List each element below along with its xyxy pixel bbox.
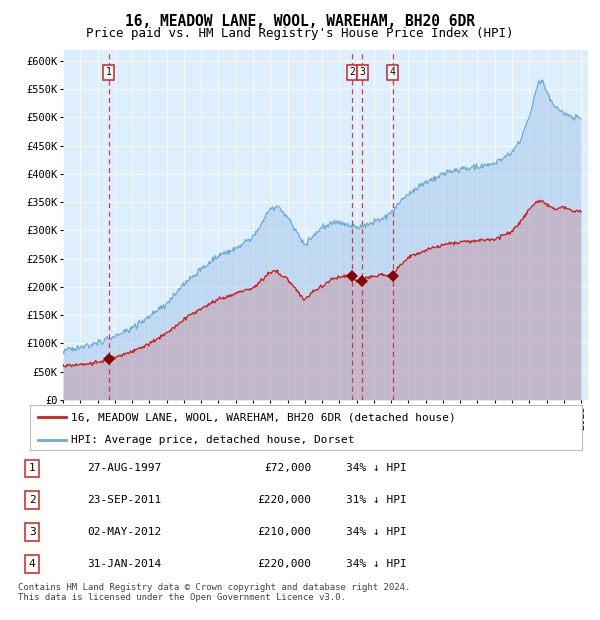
Text: 2: 2 [29, 495, 35, 505]
Text: 4: 4 [29, 559, 35, 569]
Text: 02-MAY-2012: 02-MAY-2012 [87, 527, 161, 537]
Text: 34% ↓ HPI: 34% ↓ HPI [346, 464, 407, 474]
Text: 2: 2 [349, 68, 355, 78]
Text: 3: 3 [359, 68, 365, 78]
Text: 34% ↓ HPI: 34% ↓ HPI [346, 559, 407, 569]
Text: 23-SEP-2011: 23-SEP-2011 [87, 495, 161, 505]
Text: 3: 3 [29, 527, 35, 537]
Text: 34% ↓ HPI: 34% ↓ HPI [346, 527, 407, 537]
Text: 31-JAN-2014: 31-JAN-2014 [87, 559, 161, 569]
Text: HPI: Average price, detached house, Dorset: HPI: Average price, detached house, Dors… [71, 435, 355, 445]
Text: 4: 4 [389, 68, 395, 78]
Text: £220,000: £220,000 [257, 495, 311, 505]
Text: £220,000: £220,000 [257, 559, 311, 569]
Text: Price paid vs. HM Land Registry's House Price Index (HPI): Price paid vs. HM Land Registry's House … [86, 27, 514, 40]
Text: £210,000: £210,000 [257, 527, 311, 537]
Text: 27-AUG-1997: 27-AUG-1997 [87, 464, 161, 474]
Text: 1: 1 [106, 68, 112, 78]
Text: 1: 1 [29, 464, 35, 474]
Text: Contains HM Land Registry data © Crown copyright and database right 2024.
This d: Contains HM Land Registry data © Crown c… [18, 583, 410, 602]
Text: 16, MEADOW LANE, WOOL, WAREHAM, BH20 6DR (detached house): 16, MEADOW LANE, WOOL, WAREHAM, BH20 6DR… [71, 412, 456, 422]
Text: 16, MEADOW LANE, WOOL, WAREHAM, BH20 6DR: 16, MEADOW LANE, WOOL, WAREHAM, BH20 6DR [125, 14, 475, 29]
Text: £72,000: £72,000 [264, 464, 311, 474]
Text: 31% ↓ HPI: 31% ↓ HPI [346, 495, 407, 505]
